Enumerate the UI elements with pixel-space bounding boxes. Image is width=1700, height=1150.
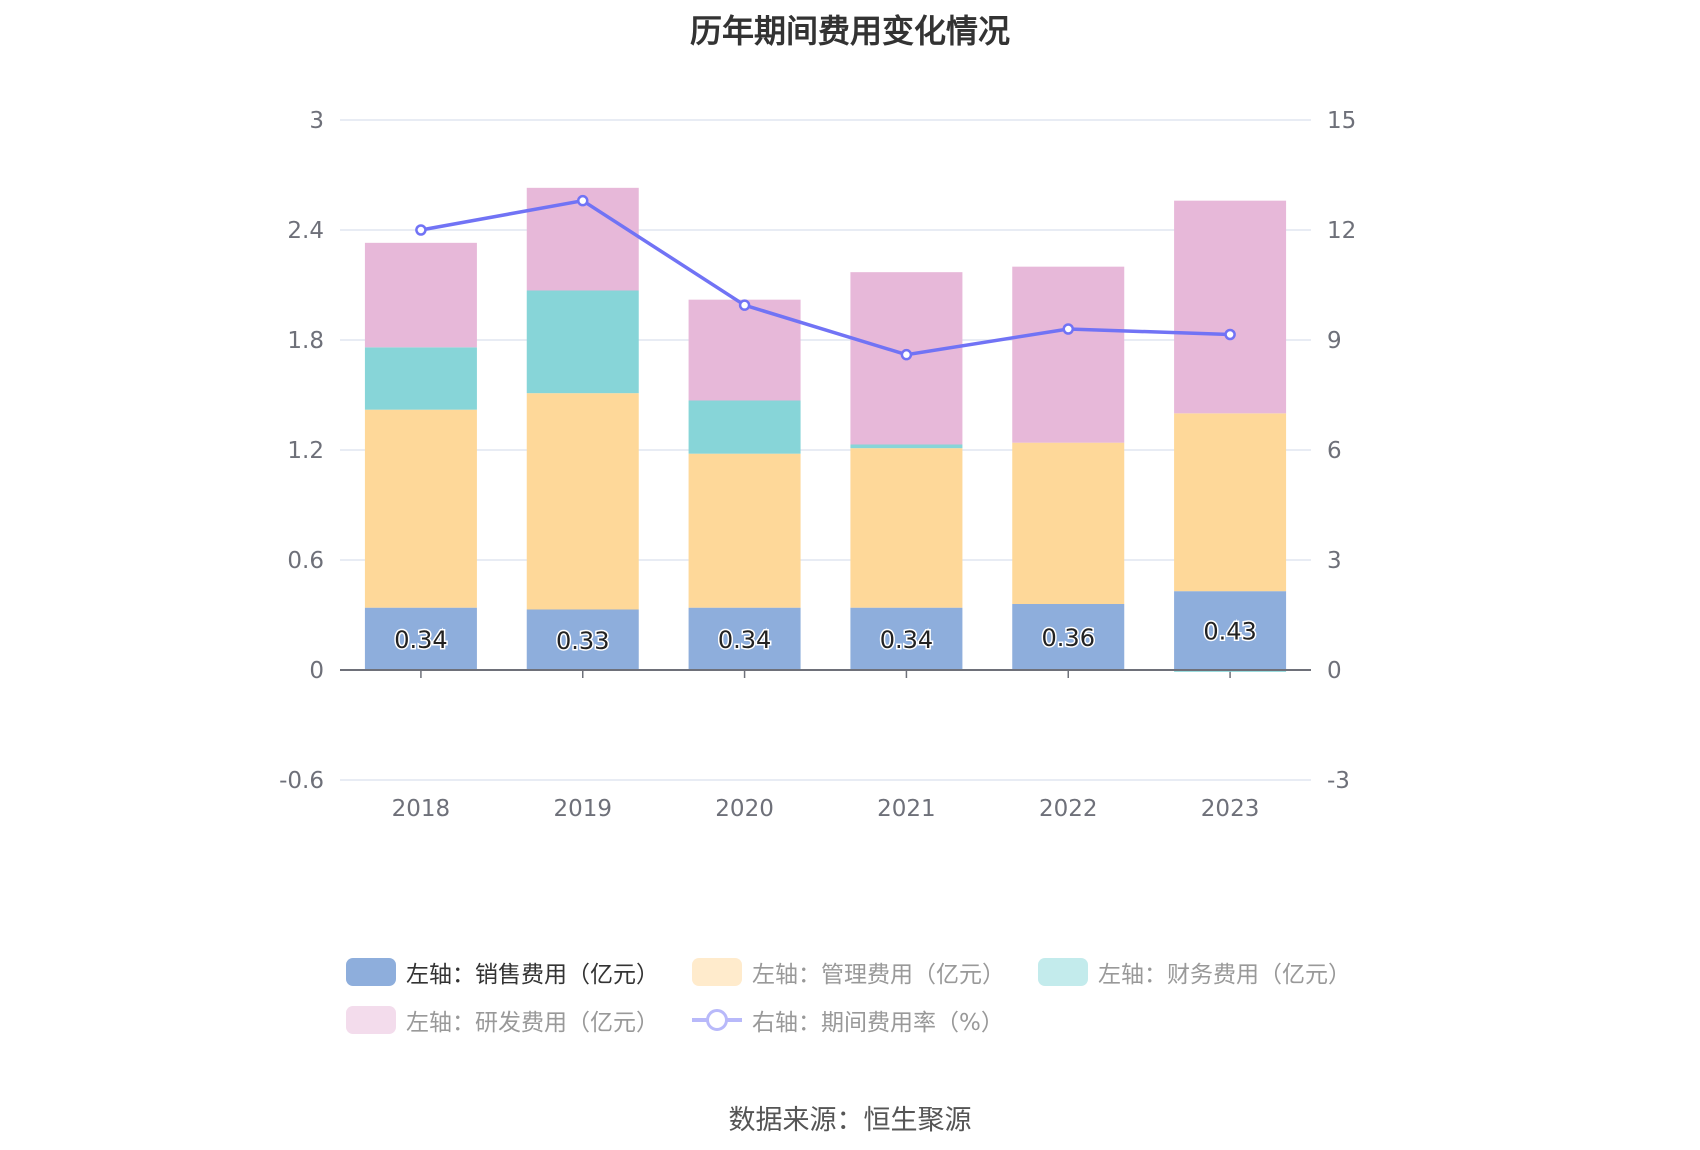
chart-title: 历年期间费用变化情况 — [689, 12, 1010, 50]
bar-segment — [364, 607, 477, 670]
right-axis-tick: 3 — [1327, 548, 1342, 574]
bar-segment — [364, 409, 477, 608]
bar-segment — [526, 290, 639, 394]
bar-segment — [850, 448, 963, 608]
legend-item[interactable]: 左轴：销售费用（亿元） — [346, 955, 659, 989]
legend-line-marker-icon — [692, 1006, 742, 1034]
legend-item[interactable]: 左轴：研发费用（亿元） — [346, 1003, 659, 1037]
bar-segment — [364, 347, 477, 410]
x-axis-label: 2021 — [877, 796, 936, 822]
data-source: 数据来源：恒生聚源 — [728, 1105, 972, 1136]
rate-point — [738, 299, 751, 311]
bar-data-label: 0.34 — [718, 626, 771, 654]
bar-data-label: 0.34 — [880, 626, 933, 654]
legend-swatch-icon — [346, 1006, 396, 1034]
x-axis-label: 2020 — [715, 796, 774, 822]
legend-label: 左轴：管理费用（亿元） — [752, 962, 1005, 988]
x-axis-label: 2019 — [553, 796, 612, 822]
rate-point — [1224, 328, 1236, 341]
bar-segment — [1174, 591, 1287, 670]
legend-item[interactable]: 右轴：期间费用率（%） — [692, 1003, 1004, 1037]
right-axis-tick: 6 — [1327, 438, 1342, 464]
left-axis-tick: -0.6 — [279, 768, 324, 794]
left-axis-tick: 1.8 — [287, 328, 324, 354]
left-axis-tick: 3 — [309, 108, 324, 134]
rate-line — [420, 198, 1231, 357]
left-axis-tick: 0 — [309, 658, 324, 684]
legend-label: 左轴：销售费用（亿元） — [406, 962, 659, 988]
right-axis-tick: 12 — [1327, 218, 1356, 244]
bar-data-label: 0.43 — [1203, 618, 1256, 646]
right-axis-tick: 15 — [1327, 108, 1356, 134]
bar-data-label: 0.33 — [556, 627, 609, 655]
legend-item[interactable]: 左轴：财务费用（亿元） — [1038, 955, 1351, 989]
bar-segment — [526, 393, 639, 610]
rate-point — [577, 194, 589, 207]
left-axis-tick: 2.4 — [287, 218, 324, 244]
bar-segment — [688, 299, 801, 401]
right-axis-tick: 0 — [1327, 658, 1342, 684]
bar-segment — [1012, 442, 1125, 604]
bar-segment — [1012, 266, 1125, 443]
legend-item[interactable]: 左轴：管理费用（亿元） — [692, 955, 1005, 989]
legend-label: 左轴：研发费用（亿元） — [406, 1010, 659, 1036]
right-axis-tick: 9 — [1327, 328, 1342, 354]
bar-segment — [1174, 413, 1287, 592]
x-axis-label: 2018 — [392, 796, 451, 822]
left-axis-tick: 1.2 — [287, 438, 324, 464]
bar-segment — [1012, 604, 1125, 670]
legend-label: 左轴：财务费用（亿元） — [1098, 962, 1351, 988]
right-axis-tick: -3 — [1327, 768, 1350, 794]
rate-point — [415, 224, 427, 236]
bar-segment — [688, 400, 801, 454]
bar-segment — [1174, 200, 1287, 414]
bar-data-label: 0.36 — [1042, 624, 1095, 652]
bar-segment — [364, 242, 477, 348]
left-axis-tick: 0.6 — [287, 548, 324, 574]
legend-label: 右轴：期间费用率（%） — [752, 1010, 1004, 1036]
legend-swatch-icon — [346, 958, 396, 986]
rate-point — [1062, 323, 1074, 335]
legend-swatch-icon — [692, 958, 742, 986]
bar-segment — [850, 607, 963, 670]
rate-point — [900, 348, 913, 361]
legend-swatch-icon — [1038, 958, 1088, 986]
bar-segment — [688, 453, 801, 608]
bar-segment — [688, 607, 801, 670]
x-axis-label: 2022 — [1039, 796, 1098, 822]
x-axis-label: 2023 — [1201, 796, 1260, 822]
bar-segment — [850, 444, 963, 449]
bar-segment — [526, 609, 639, 670]
bar-data-label: 0.34 — [394, 626, 447, 654]
